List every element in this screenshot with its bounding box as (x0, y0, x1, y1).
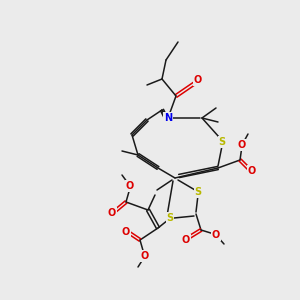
Text: O: O (141, 251, 149, 261)
Text: O: O (238, 140, 246, 150)
Text: O: O (182, 235, 190, 245)
Text: O: O (108, 208, 116, 218)
Text: O: O (248, 166, 256, 176)
Text: O: O (194, 75, 202, 85)
Text: O: O (126, 181, 134, 191)
Text: N: N (164, 113, 172, 123)
Text: O: O (212, 230, 220, 240)
Text: S: S (218, 137, 226, 147)
Text: O: O (122, 227, 130, 237)
Text: S: S (194, 187, 202, 197)
Text: S: S (167, 213, 174, 223)
